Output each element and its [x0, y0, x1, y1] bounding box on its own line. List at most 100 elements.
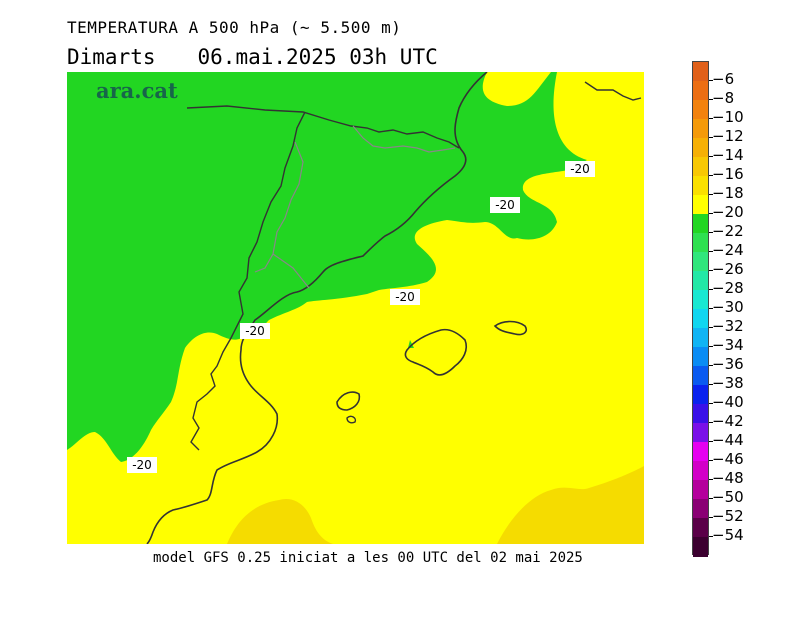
colorbar-segment: [693, 138, 708, 158]
colorbar-tick: [709, 98, 713, 100]
colorbar-label: −32: [712, 317, 744, 335]
colorbar-label: −16: [712, 165, 744, 183]
colorbar-tick: [709, 440, 713, 442]
colorbar-segment: [693, 290, 708, 310]
colorbar-tick: [709, 174, 713, 176]
colorbar-label: −42: [712, 412, 744, 430]
field-gold-south: [227, 498, 333, 544]
colorbar-label: −30: [712, 298, 744, 316]
ibiza: [336, 391, 361, 411]
colorbar-label: −50: [712, 488, 744, 506]
colorbar-tick: [709, 497, 713, 499]
colorbar-segment: [693, 347, 708, 367]
colorbar-segment: [693, 176, 708, 196]
colorbar-label: −52: [712, 507, 744, 525]
colorbar-segment: [693, 195, 708, 215]
formentera: [346, 415, 357, 424]
date-label: 06.mai.2025 03h UTC: [197, 45, 438, 69]
colorbar-label: −8: [712, 89, 735, 107]
colorbar-tick: [709, 402, 713, 404]
colorbar-label: −22: [712, 222, 744, 240]
model-footer: model GFS 0.25 iniciat a les 00 UTC del …: [153, 550, 583, 566]
colorbar-label: −18: [712, 184, 744, 202]
colorbar-segment: [693, 385, 708, 405]
contour-label: -20: [127, 457, 157, 473]
colorbar-tick: [709, 516, 713, 518]
colorbar-label: −54: [712, 526, 744, 544]
svg-text:-20: -20: [570, 162, 590, 176]
map-canvas: -20 -20 -20 -20 -20: [67, 72, 644, 544]
colorbar-segment: [693, 233, 708, 253]
colorbar-tick: [709, 269, 713, 271]
svg-text:-20: -20: [132, 458, 152, 472]
ara-cat-logo: ara.cat: [96, 78, 178, 103]
colorbar-segment: [693, 480, 708, 500]
colorbar-segment: [693, 423, 708, 443]
colorbar-tick: [709, 212, 713, 214]
colorbar-segment: [693, 518, 708, 538]
colorbar-tick: [709, 250, 713, 252]
colorbar-label: −46: [712, 450, 744, 468]
colorbar-segment: [693, 271, 708, 291]
contour-label: -20: [390, 289, 420, 305]
colorbar: [692, 61, 709, 557]
colorbar-tick: [709, 459, 713, 461]
colorbar-tick: [709, 193, 713, 195]
colorbar-segment: [693, 214, 708, 234]
western-border: [190, 111, 306, 451]
colorbar-tick: [709, 288, 713, 290]
svg-text:-20: -20: [495, 198, 515, 212]
colorbar-tick: [709, 307, 713, 309]
colorbar-label: −44: [712, 431, 744, 449]
colorbar-tick: [709, 231, 713, 233]
colorbar-label: −24: [712, 241, 744, 259]
menorca: [493, 320, 528, 336]
colorbar-label: −38: [712, 374, 744, 392]
colorbar-label: −10: [712, 108, 744, 126]
colorbar-segment: [693, 366, 708, 386]
colorbar-segment: [693, 328, 708, 348]
colorbar-tick: [709, 478, 713, 480]
temperature-map: -20 -20 -20 -20 -20: [67, 72, 644, 544]
colorbar-tick: [709, 345, 713, 347]
field-green-spot: [408, 340, 414, 348]
colorbar-segment: [693, 81, 708, 101]
colorbar-segment: [693, 461, 708, 481]
colorbar-tick: [709, 364, 713, 366]
colorbar-label: −12: [712, 127, 744, 145]
colorbar-tick: [709, 383, 713, 385]
province-lines: [254, 125, 456, 289]
contour-label: -20: [240, 323, 270, 339]
colorbar-tick: [709, 155, 713, 157]
colorbar-label: −36: [712, 355, 744, 373]
colorbar-tick: [709, 535, 713, 537]
colorbar-segment: [693, 537, 708, 557]
svg-text:-20: -20: [245, 324, 265, 338]
coast-northeast: [584, 81, 642, 101]
northern-border: [186, 105, 460, 149]
mallorca: [404, 328, 468, 376]
chart-title: TEMPERATURA A 500 hPa (~ 5.500 m): [67, 18, 402, 37]
colorbar-label: −40: [712, 393, 744, 411]
colorbar-tick: [709, 136, 713, 138]
colorbar-segment: [693, 100, 708, 120]
colorbar-segment: [693, 119, 708, 139]
colorbar-tick: [709, 117, 713, 119]
colorbar-label: −20: [712, 203, 744, 221]
colorbar-label: −14: [712, 146, 744, 164]
colorbar-tick: [709, 421, 713, 423]
colorbar-segment: [693, 62, 708, 82]
colorbar-segment: [693, 309, 708, 329]
colorbar-tick: [709, 79, 713, 81]
contour-label: -20: [565, 161, 595, 177]
colorbar-label: −28: [712, 279, 744, 297]
coastline: [146, 72, 488, 544]
colorbar-label: −26: [712, 260, 744, 278]
colorbar-tick: [709, 326, 713, 328]
svg-text:-20: -20: [395, 290, 415, 304]
colorbar-segment: [693, 499, 708, 519]
colorbar-segment: [693, 442, 708, 462]
colorbar-segment: [693, 157, 708, 177]
field-gold-southeast: [497, 466, 644, 544]
field-green: [67, 72, 587, 462]
